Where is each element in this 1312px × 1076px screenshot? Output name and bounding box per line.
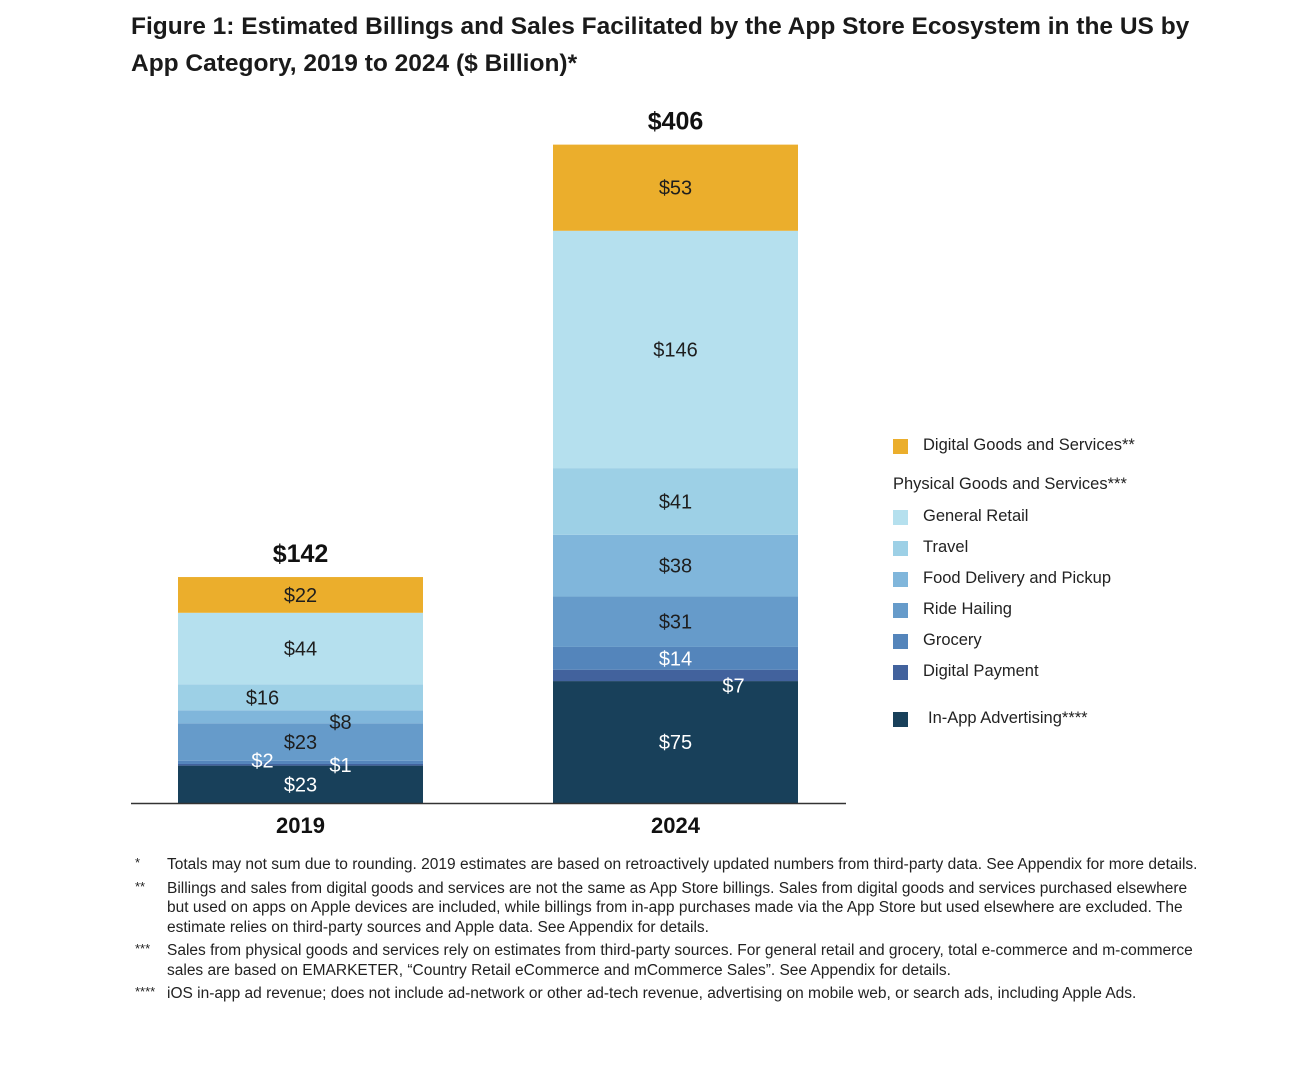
footnote-text: Billings and sales from digital goods an… [167, 879, 1188, 936]
footnote-marker: * [135, 855, 141, 870]
bar-segment-travel-2019 [178, 684, 423, 711]
data-label-general-retail-2019: $44 [284, 639, 317, 661]
legend-label-grocery: Grocery [923, 631, 982, 649]
legend-swatch-grocery [893, 634, 908, 649]
footnote: ** Billings and sales from digital goods… [131, 879, 1201, 938]
legend-label-digital-payment: Digital Payment [923, 662, 1039, 680]
legend-label-general-retail: General Retail [923, 507, 1029, 525]
bar-segment-in-app-advertising-2024 [553, 681, 798, 803]
total-label-2024: $406 [648, 108, 704, 136]
data-label-in-app-advertising-2019: $23 [284, 774, 317, 796]
bar-segment-in-app-advertising-2019 [178, 765, 423, 803]
bar-segment-travel-2024 [553, 468, 798, 535]
data-label-in-app-advertising-2024: $75 [659, 732, 692, 754]
footnote-text: Sales from physical goods and services r… [167, 942, 1193, 979]
data-label-digital-goods-2019: $22 [284, 585, 317, 607]
data-label-grocery-2019: $2 [251, 750, 273, 772]
legend-swatch-in-app-advertising [893, 712, 908, 727]
bar-segment-ride-hailing-2019 [178, 723, 423, 761]
legend-label-food-delivery: Food Delivery and Pickup [923, 569, 1112, 587]
legend-swatch-ride-hailing [893, 603, 908, 618]
footnote-marker: **** [135, 984, 156, 999]
chart-title: Figure 1: Estimated Billings and Sales F… [131, 13, 1190, 77]
legend-swatch-digital-goods [893, 439, 908, 454]
legend-label-in-app-advertising: In-App Advertising**** [928, 709, 1088, 727]
bar-segment-digital-goods-2024 [553, 144, 798, 231]
data-label-digital-payment-2024: $7 [722, 675, 744, 697]
footnotes: * Totals may not sum due to rounding. 20… [131, 855, 1201, 1008]
bar-segment-general-retail-2024 [553, 230, 798, 469]
legend-label-ride-hailing: Ride Hailing [923, 600, 1012, 618]
data-label-food-delivery-2019: $8 [329, 712, 351, 734]
bar-segment-digital-payment-2024 [553, 669, 798, 682]
bar-segment-digital-goods-2019 [178, 577, 423, 613]
footnote-marker: *** [135, 941, 151, 956]
data-label-food-delivery-2024: $38 [659, 556, 692, 578]
data-label-general-retail-2024: $146 [653, 339, 698, 361]
bar-segment-digital-payment-2019 [178, 763, 423, 766]
footnote: * Totals may not sum due to rounding. 20… [131, 855, 1201, 875]
data-label-ride-hailing-2019: $23 [284, 732, 317, 754]
legend-swatch-travel [893, 541, 908, 556]
stacked-bar-chart: $23 $1 $2 $23 $8 $16 $44 $22 $142 2019 $75 $7 $14 $31… [131, 108, 846, 838]
footnote: **** iOS in-app ad revenue; does not inc… [131, 984, 1201, 1004]
bar-segment-grocery-2019 [178, 760, 423, 764]
bar-segment-general-retail-2019 [178, 612, 423, 685]
x-tick-label-2024: 2024 [651, 813, 701, 838]
footnote-marker: ** [135, 878, 146, 894]
x-tick-label-2019: 2019 [276, 813, 325, 838]
legend-swatch-general-retail [893, 510, 908, 525]
bar-segment-food-delivery-2019 [178, 710, 423, 724]
legend-label-digital-goods: Digital Goods and Services** [923, 436, 1135, 454]
footnote-text: iOS in-app ad revenue; does not include … [167, 985, 1137, 1002]
legend-swatch-food-delivery [893, 572, 908, 587]
legend-label-travel: Travel [923, 538, 969, 556]
data-label-digital-goods-2024: $53 [659, 178, 692, 200]
bar-segment-grocery-2024 [553, 646, 798, 670]
bar-segment-food-delivery-2024 [553, 534, 798, 597]
footnote: *** Sales from physical goods and servic… [131, 941, 1201, 980]
data-label-travel-2024: $41 [659, 491, 692, 513]
legend-header-physical-label: Physical Goods and Services*** [893, 475, 1127, 493]
data-label-grocery-2024: $14 [659, 648, 692, 670]
data-label-travel-2019: $16 [246, 687, 279, 709]
data-label-ride-hailing-2024: $31 [659, 612, 692, 634]
data-label-digital-payment-2019: $1 [329, 755, 351, 777]
total-label-2019: $142 [273, 540, 329, 568]
legend-swatch-digital-payment [893, 665, 908, 680]
bar-segment-ride-hailing-2024 [553, 596, 798, 647]
footnote-text: Totals may not sum due to rounding. 2019… [167, 856, 1198, 873]
